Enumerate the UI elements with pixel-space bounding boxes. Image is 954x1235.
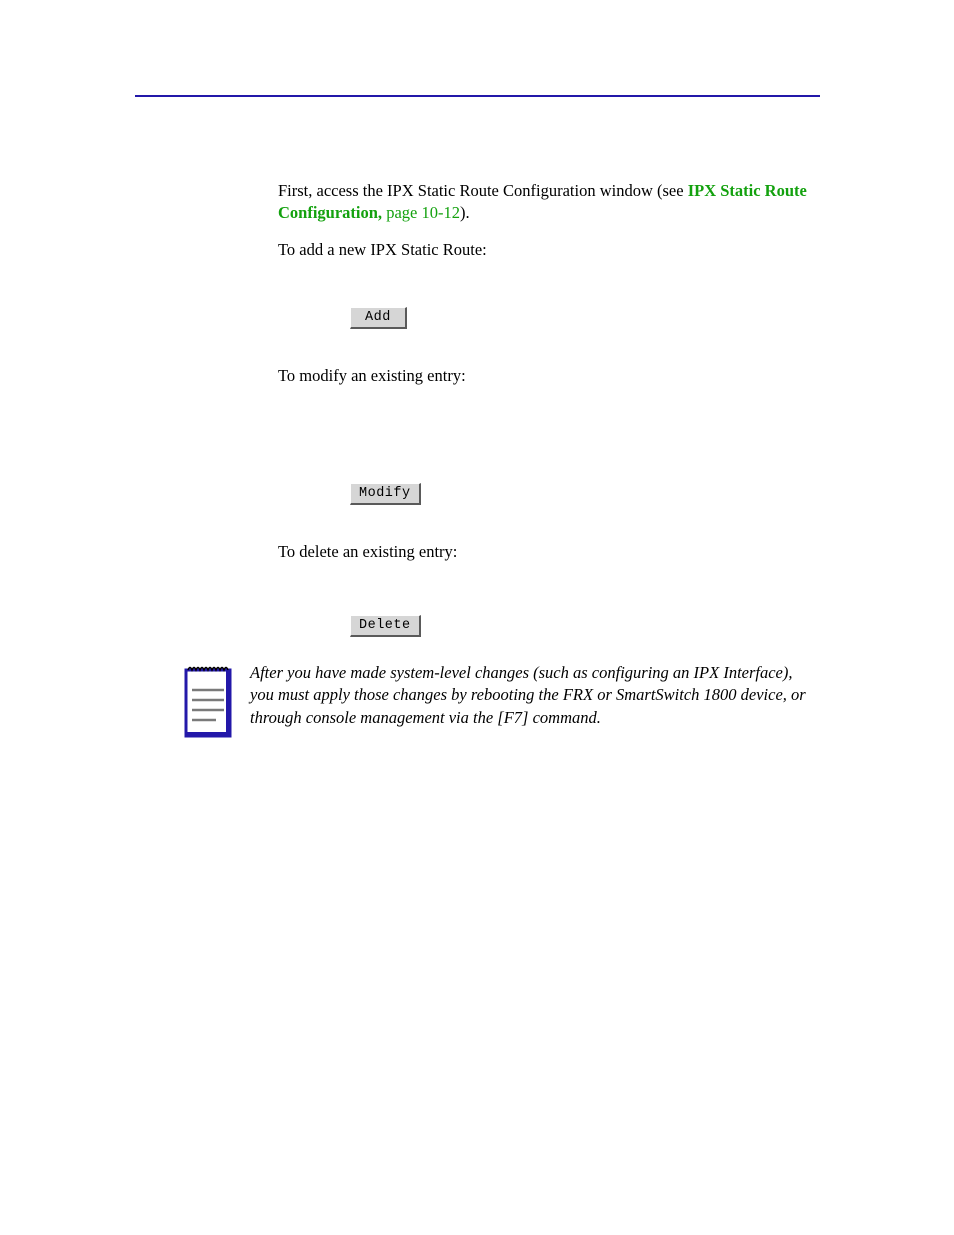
- note-row: After you have made system-level changes…: [180, 662, 820, 742]
- modify-button[interactable]: Modify: [350, 483, 421, 505]
- notepad-icon: [180, 662, 234, 742]
- modify-instruction: To modify an existing entry:: [278, 365, 818, 387]
- add-instruction: To add a new IPX Static Route:: [278, 239, 818, 261]
- main-content: First, access the IPX Static Route Confi…: [278, 180, 818, 673]
- delete-instruction: To delete an existing entry:: [278, 541, 818, 563]
- intro-paragraph: First, access the IPX Static Route Confi…: [278, 180, 818, 225]
- add-button-block: Add: [350, 307, 818, 329]
- add-button[interactable]: Add: [350, 307, 407, 329]
- intro-prefix: First, access the IPX Static Route Confi…: [278, 181, 688, 200]
- link-page-ref[interactable]: page 10-12: [382, 203, 460, 222]
- note-text: After you have made system-level changes…: [250, 662, 820, 729]
- delete-button[interactable]: Delete: [350, 615, 421, 637]
- modify-button-block: Modify: [350, 483, 818, 505]
- page-top-rule: [135, 95, 820, 97]
- delete-button-block: Delete: [350, 615, 818, 637]
- intro-suffix: ).: [460, 203, 470, 222]
